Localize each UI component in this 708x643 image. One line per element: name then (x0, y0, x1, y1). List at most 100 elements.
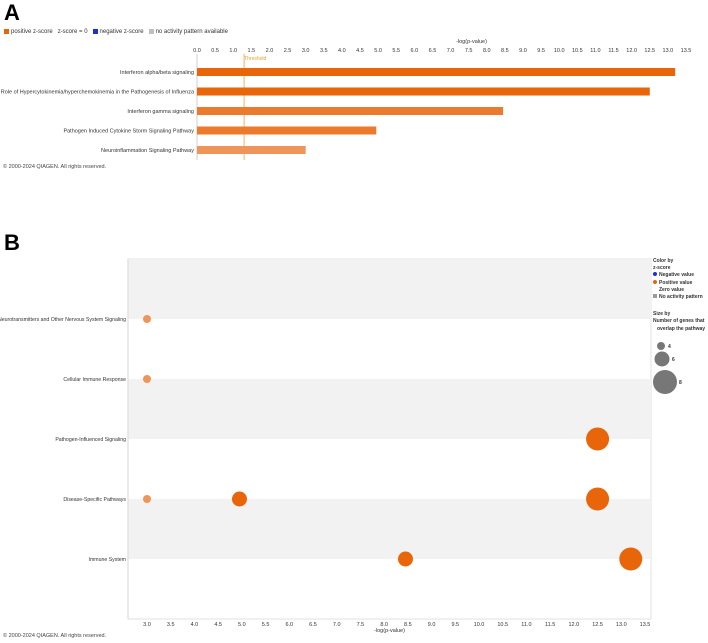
x-tick-label: 13.5 (681, 48, 692, 54)
bar-chart: -log(p-value) 0.0 0.5 1.0 1.5 2.0 2.5 3.0 3.5 4.0… (1, 39, 692, 160)
category-label: Cellular Immune Response (63, 377, 126, 383)
x-tick-label: 8.0 (483, 48, 491, 54)
legend-noactivity-label: no activity pattern available (155, 29, 228, 36)
panel-b-label: B (4, 230, 20, 255)
x-tick-label: 4.5 (356, 48, 364, 54)
x-tick-label: 9.0 (428, 622, 436, 628)
bubble (619, 547, 643, 571)
negative-swatch (92, 29, 98, 34)
x-tick-label: 8.5 (404, 622, 412, 628)
x-tick-label: 1.5 (248, 48, 256, 54)
legend-b-noactivity: No activity pattern (653, 294, 708, 301)
x-tick-label: 13.5 (640, 622, 651, 628)
x-tick-label: 9.0 (519, 48, 527, 54)
positive-dot-icon (653, 279, 657, 284)
legend-b-positive: Positive value (653, 279, 708, 287)
x-tick-label: 10.0 (474, 622, 485, 628)
x-tick-label: 3.0 (143, 622, 151, 628)
x-tick-label: 4.0 (338, 48, 346, 54)
category-label: Role of Hypercytokinemia/hyperchemokinem… (1, 90, 195, 96)
x-tick-label: 13.0 (663, 48, 674, 54)
size-by-subtitle-2: overlap the pathway (657, 325, 706, 332)
x-tick-label: 4.5 (214, 622, 222, 628)
x-tick-label: 12.0 (626, 48, 637, 54)
x-tick-label: 8.5 (501, 48, 509, 54)
size-by-subtitle-1: Number of genes that (653, 318, 705, 325)
size-by-title: Size by (653, 311, 671, 318)
x-tick-label: 2.5 (284, 48, 292, 54)
x-tick-label: 5.5 (262, 622, 270, 628)
row-band (128, 379, 651, 439)
copyright-b: © 2000-2024 QIAGEN. All rights reserved. (3, 633, 107, 639)
size-legend: 4 6 8 (653, 342, 682, 394)
x-tick-label: 6.5 (309, 622, 317, 628)
copyright-a: © 2000-2024 QIAGEN. All rights reserved. (3, 164, 107, 170)
negative-dot-icon (653, 272, 657, 277)
x-tick-label: 10.5 (497, 622, 508, 628)
legend-positive-label: positive z-score (11, 29, 53, 36)
color-by-title: Color by (653, 258, 674, 264)
x-tick-label: 8.0 (380, 622, 388, 628)
x-tick-label: 12.5 (592, 622, 603, 628)
legend-b-negative-label: Negative value (659, 272, 695, 279)
color-by-subtitle: z-score (653, 265, 671, 272)
legend-zero-item: z-score = 0 (58, 29, 88, 35)
x-axis-title: -log(p-value) (374, 628, 405, 634)
panel-a-label: A (4, 0, 20, 25)
row-band (128, 259, 651, 319)
x-tick-label: 11.0 (590, 48, 600, 54)
category-label: Disease-Specific Pathways (63, 497, 126, 503)
x-tick-label: 10.0 (554, 48, 565, 54)
x-tick-label: 0.5 (211, 48, 219, 54)
x-tick-label: 5.5 (392, 48, 400, 54)
x-tick-label: 9.5 (537, 48, 545, 54)
bar (197, 107, 504, 115)
bar (197, 146, 306, 154)
legend-b-zero: Zero value (653, 286, 708, 294)
bubble (231, 491, 247, 507)
x-tick-label: 9.5 (451, 622, 459, 628)
x-tick-label: 6.5 (429, 48, 437, 54)
legend-b-negative: Negative value (653, 272, 708, 279)
bar (197, 126, 377, 135)
x-tick-label: 7.0 (333, 622, 341, 628)
size-legend-circle-medium (654, 351, 670, 367)
category-label: Interferon alpha/beta signaling (120, 70, 194, 76)
size-legend-circle-small (657, 342, 665, 350)
bubble (143, 315, 151, 323)
x-tick-label: 13.0 (616, 622, 627, 628)
x-tick-label: 11.5 (608, 48, 618, 54)
legend-zero-label: z-score = 0 (57, 29, 88, 36)
bar (197, 68, 676, 76)
bubble (397, 551, 413, 567)
x-tick-label: 7.0 (447, 48, 455, 54)
bubble (586, 427, 610, 451)
zero-dot-icon (653, 286, 657, 291)
no-activity-dot-icon (653, 294, 657, 299)
positive-swatch (4, 29, 9, 34)
legend-positive-item: positive z-score (4, 29, 53, 35)
x-tick-label: 0.0 (193, 48, 201, 54)
bubble (143, 375, 151, 383)
x-tick-label: 11.0 (521, 622, 531, 628)
row-band (128, 499, 651, 559)
category-label: Neurotransmitters and Other Nervous Syst… (0, 317, 126, 323)
bubble (143, 495, 151, 503)
x-tick-label: 6.0 (285, 622, 293, 628)
category-label: Pathogen-Influenced Signaling (55, 437, 126, 443)
x-tick-label: 5.0 (374, 48, 382, 54)
x-tick-label: 12.5 (644, 48, 655, 54)
size-legend-label-medium: 6 (672, 357, 675, 363)
threshold-label: Threshold (244, 56, 266, 62)
x-tick-label: 1.0 (229, 48, 237, 54)
x-tick-label: 5.0 (238, 622, 246, 628)
size-legend-circle-large (653, 370, 677, 394)
size-legend-label-large: 8 (679, 380, 682, 386)
bar (197, 87, 650, 96)
category-label: Neuroinflammation Signaling Pathway (101, 148, 194, 154)
x-tick-label: 2.0 (266, 48, 274, 54)
category-label: Immune System (89, 557, 126, 563)
legend-negative-item: negative z-score (92, 29, 144, 35)
legend-b-noactivity-label: No activity pattern (659, 294, 703, 301)
